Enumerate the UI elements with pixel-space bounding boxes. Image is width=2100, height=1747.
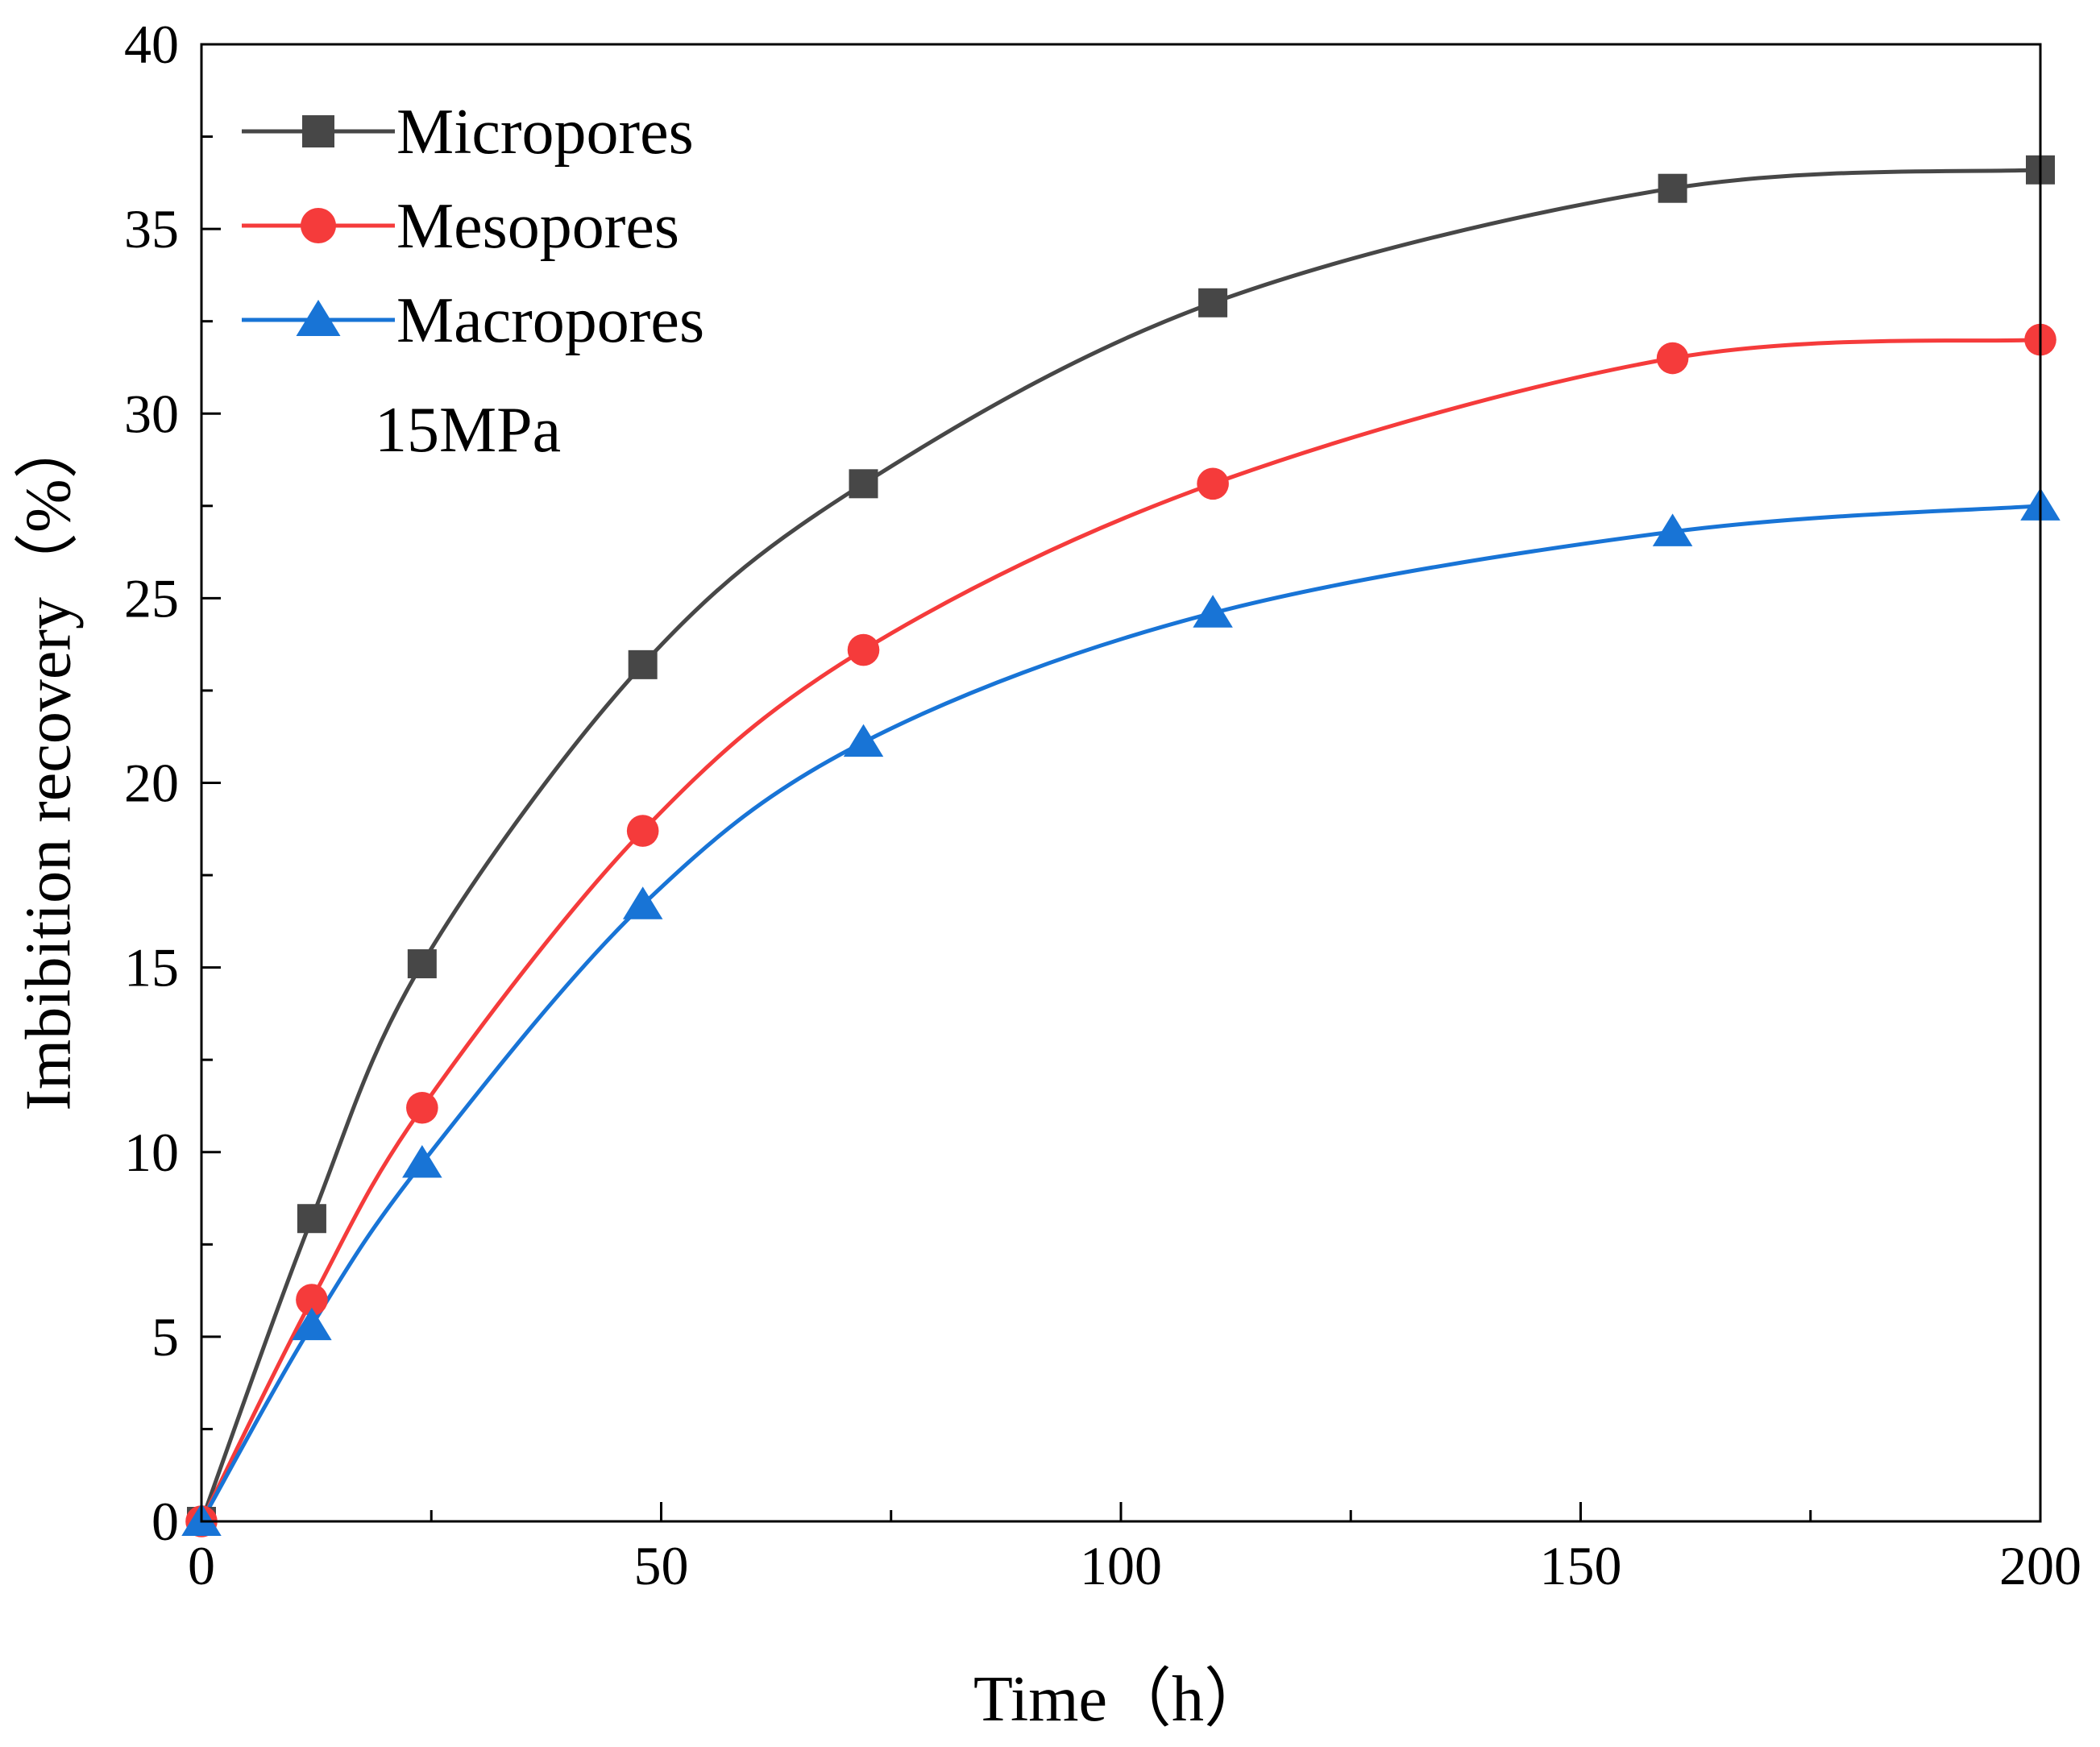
micropores-point (849, 469, 878, 499)
mesopores-point (406, 1091, 438, 1124)
x-tick-label: 0 (188, 1535, 215, 1596)
y-tick-label: 10 (124, 1122, 179, 1183)
macropores-line (199, 504, 2041, 1523)
macropores-point (843, 724, 884, 757)
y-tick-label: 40 (124, 14, 179, 75)
x-tick-label: 50 (634, 1535, 689, 1596)
mesopores-point (626, 815, 659, 847)
micropores-point (407, 949, 437, 979)
x-tick-label: 200 (1999, 1535, 2081, 1596)
micropores-point (297, 1204, 326, 1234)
mesopores-point (296, 1284, 328, 1316)
series-markers (181, 155, 2061, 1537)
micropores-point (628, 649, 658, 679)
legend-marker-mesopores (301, 208, 336, 243)
mesopores-point (1656, 342, 1689, 375)
x-tick-label: 100 (1080, 1535, 1162, 1596)
macropores-point (1193, 595, 1233, 628)
macropores-point (402, 1144, 442, 1178)
macropores-point (622, 886, 663, 919)
legend-marker-macropores (296, 300, 341, 336)
pressure-annotation: 15MPa (375, 395, 561, 466)
legend-label-micropores: Micropores (396, 97, 694, 168)
legend: Micropores Mesopores Macropores (242, 97, 704, 356)
x-tick-label: 150 (1540, 1535, 1622, 1596)
mesopores-point (847, 633, 880, 666)
y-tick-label: 5 (151, 1306, 179, 1367)
y-tick-label: 35 (124, 198, 179, 259)
legend-label-macropores: Macropores (396, 285, 704, 356)
plot-frame (200, 43, 2042, 1523)
micropores-point (1198, 288, 1228, 317)
y-tick-label: 25 (124, 567, 179, 629)
micropores-line (199, 168, 2041, 1522)
macropores-point (1652, 513, 1693, 546)
mesopores-line (199, 338, 2041, 1523)
y-tick-label: 20 (124, 753, 179, 814)
y-tick-label: 15 (124, 937, 179, 998)
series-curves (199, 168, 2041, 1523)
mesopores-point (1197, 467, 1229, 500)
macropores-point (292, 1307, 332, 1341)
y-tick-label: 0 (151, 1491, 179, 1552)
y-axis-title: Imbibition recovery（%） (13, 414, 84, 1110)
x-axis-ticks: 0 50 100 150 200 (188, 1502, 2081, 1596)
legend-marker-micropores (302, 115, 334, 147)
legend-label-mesopores: Mesopores (396, 191, 679, 262)
micropores-point (1658, 173, 1687, 203)
x-axis-title: Time（h） (973, 1664, 1268, 1735)
y-tick-label: 30 (124, 383, 179, 444)
y-axis-ticks: 0 5 10 15 20 25 30 35 40 (124, 14, 221, 1552)
